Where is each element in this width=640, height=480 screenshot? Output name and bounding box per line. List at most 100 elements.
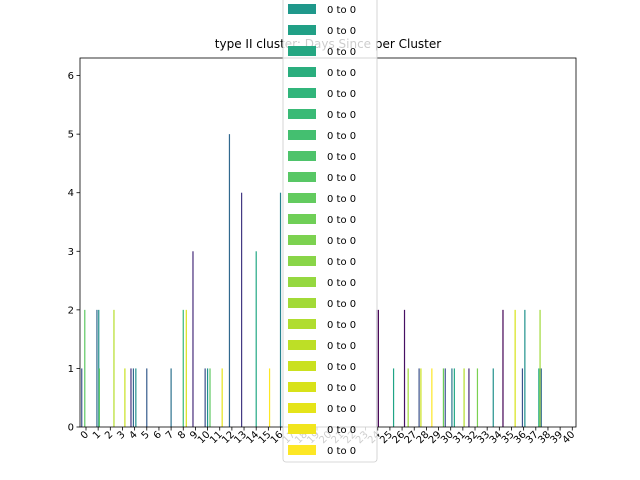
legend-swatch-17 [288,361,316,371]
y-tick-label-6: 6 [68,71,74,82]
legend-label-18: 0 to 0 [327,383,356,394]
bar-21 [255,251,257,427]
legend-label-8: 0 to 0 [327,173,356,184]
bar-31 [431,368,433,427]
y-tick-label-2: 2 [68,305,74,316]
bar-0 [81,368,83,427]
legend-swatch-9 [288,193,316,203]
bar-41 [514,309,516,427]
legend-swatch-4 [288,88,316,98]
bar-11 [170,368,172,427]
legend-swatch-11 [288,235,316,245]
legend-swatch-3 [288,67,316,77]
y-tick-label-1: 1 [68,364,74,375]
bar-23 [279,192,282,427]
bar-33 [444,368,446,427]
legend-swatch-6 [288,130,316,140]
bar-27 [403,309,406,427]
legend-label-0: 0 to 0 [327,5,356,16]
legend-label-12: 0 to 0 [327,257,356,268]
legend-label-20: 0 to 0 [327,425,356,436]
legend-label-14: 0 to 0 [327,299,356,310]
legend-swatch-16 [288,340,316,350]
legend-label-4: 0 to 0 [327,89,356,100]
legend-label-6: 0 to 0 [327,131,356,142]
bar-5 [113,309,115,427]
bar-7 [130,368,132,427]
x-tick-label-1: 1 [91,429,103,441]
legend-label-16: 0 to 0 [327,341,356,352]
bar-15 [204,368,206,427]
bar-30 [420,368,422,427]
bar-1 [84,309,86,427]
legend-label-7: 0 to 0 [327,152,356,163]
legend-label-13: 0 to 0 [327,278,356,289]
y-tick-label-0: 0 [68,423,74,434]
bar-8 [132,368,135,427]
legend: 0 to 0 0 to 0 0 to 0 0 to 0 0 to 0 0 to 0 0 to… [282,0,378,463]
x-tick-label-6: 6 [152,429,164,441]
legend-swatch-13 [288,277,316,287]
bar-20 [241,192,243,427]
legend-swatch-2 [288,46,316,56]
legend-label-5: 0 to 0 [327,110,356,121]
bar-6 [124,368,126,427]
y-tick-label-3: 3 [68,247,74,258]
bar-39 [492,368,494,427]
x-tick-label-4: 4 [127,429,139,441]
legend-label-1: 0 to 0 [327,26,356,37]
bar-10 [146,368,148,427]
bar-42 [521,368,524,427]
y-tick-label-5: 5 [68,130,74,141]
legend-label-2: 0 to 0 [327,47,356,58]
legend-swatch-7 [288,151,316,161]
x-tick-label-0: 0 [79,429,91,441]
bar-46 [540,368,542,427]
bar-45 [539,309,541,427]
legend-label-17: 0 to 0 [327,362,356,373]
legend-swatch-1 [288,25,316,35]
bar-22 [268,368,271,427]
legend-swatch-21 [288,445,316,455]
x-tick-label-3: 3 [115,429,127,441]
bar-36 [463,368,465,427]
bar-13 [185,309,187,427]
bar-26 [392,368,395,427]
legend-label-9: 0 to 0 [327,194,356,205]
bar-29 [418,368,420,427]
bar-38 [476,368,479,427]
legend-swatch-20 [288,424,316,434]
legend-swatch-8 [288,172,316,182]
legend-label-10: 0 to 0 [327,215,356,226]
legend-label-19: 0 to 0 [327,404,356,415]
bar-9 [135,368,137,427]
legend-swatch-5 [288,109,316,119]
bar-32 [442,368,445,427]
bar-16 [206,368,209,427]
bar-28 [407,368,409,427]
legend-swatch-19 [288,403,316,413]
bar-25 [377,309,379,427]
legend-label-15: 0 to 0 [327,320,356,331]
x-tick-label-40: 40 [561,429,578,446]
legend-label-21: 0 to 0 [327,446,356,457]
legend-swatch-15 [288,319,316,329]
x-tick-label-8: 8 [176,429,188,441]
bar-4 [98,368,100,427]
legend-label-11: 0 to 0 [327,236,356,247]
bar-34 [451,368,453,427]
legend-swatch-10 [288,214,316,224]
legend-swatch-12 [288,256,316,266]
x-tick-label-2: 2 [103,429,115,441]
bar-17 [209,368,211,427]
bars-layer [81,134,542,427]
legend-swatch-14 [288,298,316,308]
bar-14 [192,251,194,427]
bar-43 [524,309,526,427]
legend-swatch-18 [288,382,316,392]
bar-35 [453,368,455,427]
y-tick-label-4: 4 [68,188,74,199]
bar-40 [502,309,504,427]
bar-18 [221,368,223,427]
